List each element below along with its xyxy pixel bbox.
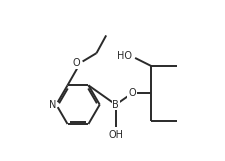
Text: O: O bbox=[72, 58, 80, 68]
Text: N: N bbox=[49, 100, 56, 110]
Text: HO: HO bbox=[116, 51, 131, 61]
Text: OH: OH bbox=[108, 130, 123, 140]
Text: O: O bbox=[128, 88, 135, 98]
Text: B: B bbox=[112, 100, 119, 110]
